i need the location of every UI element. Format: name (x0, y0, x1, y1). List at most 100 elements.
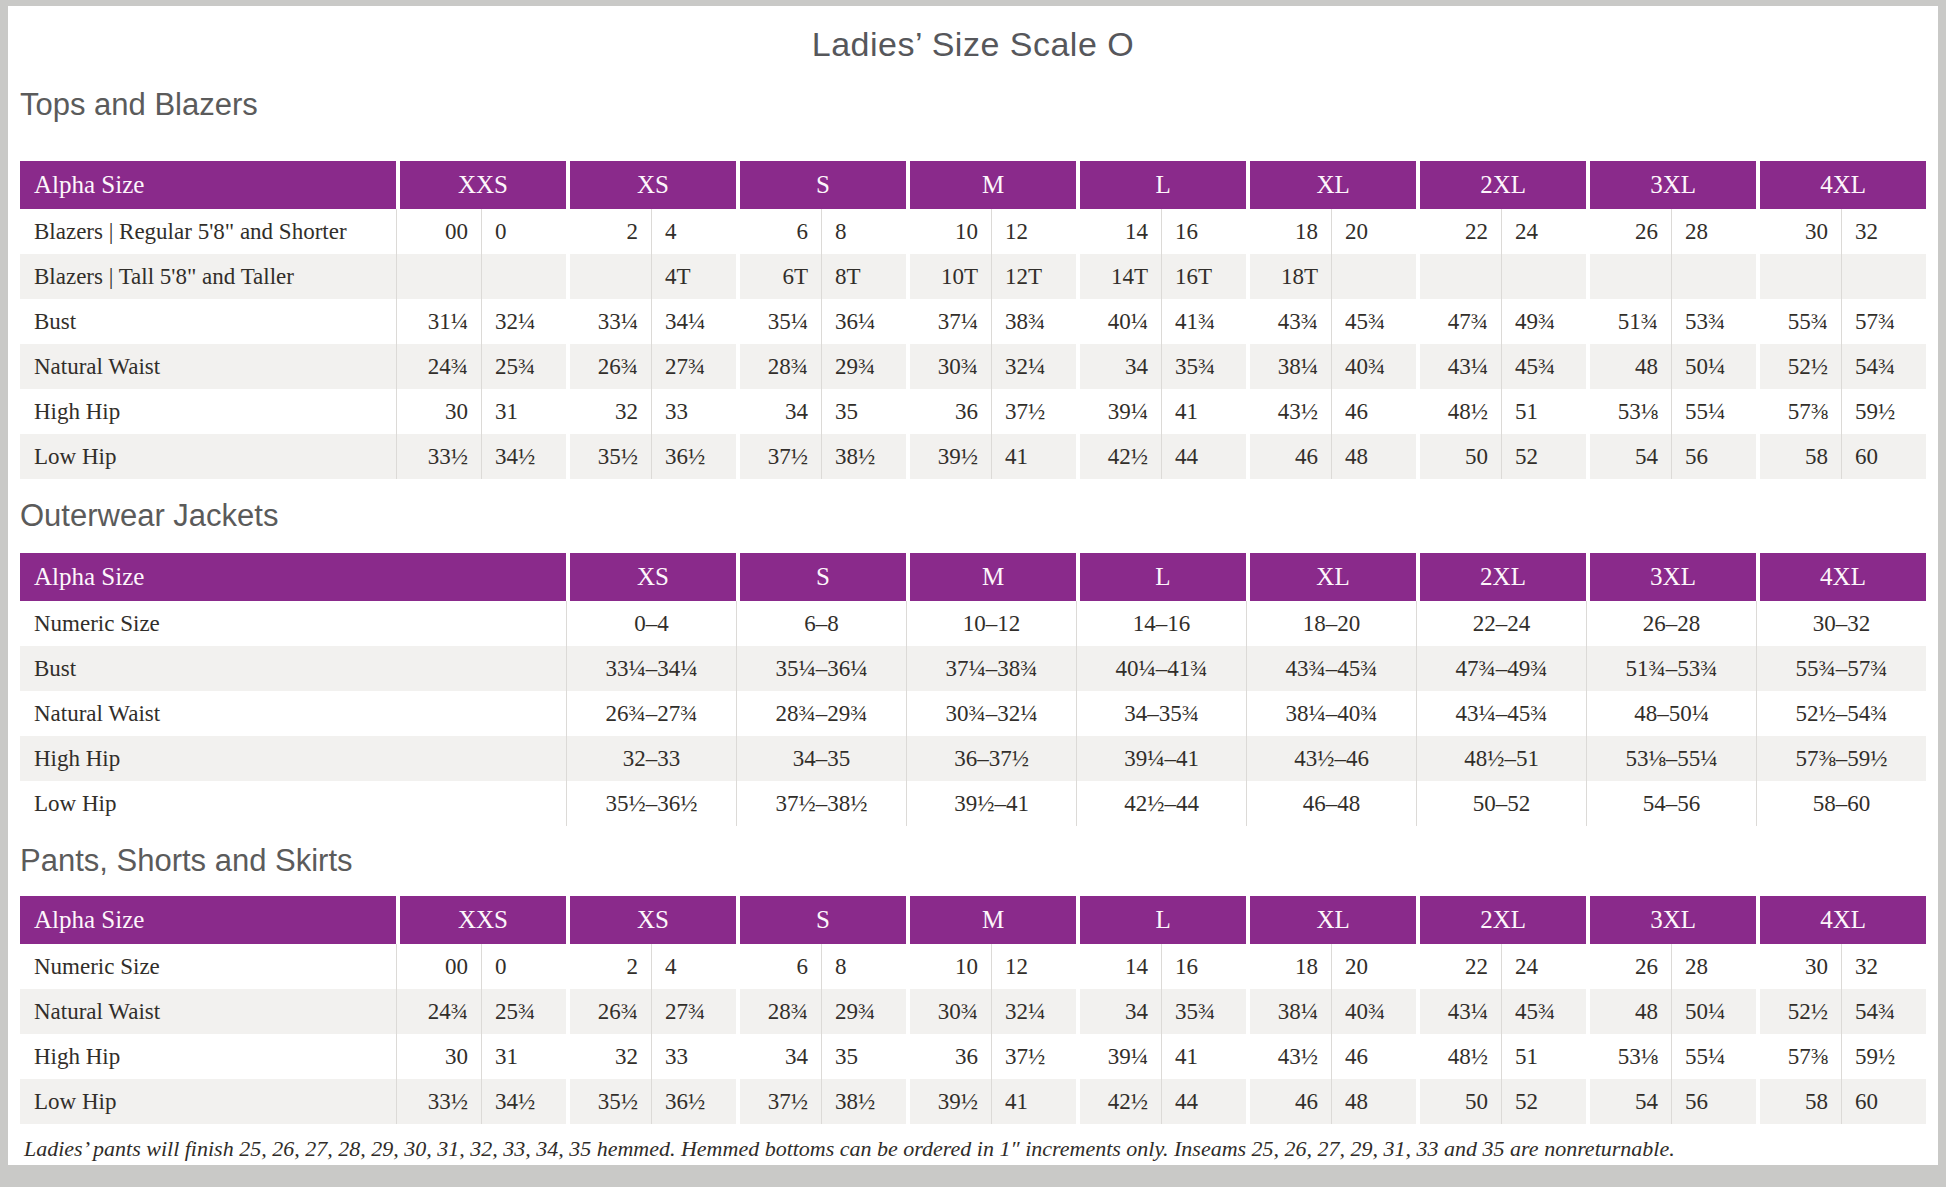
value-cell: 42½–44 (1076, 781, 1246, 826)
value-cell: 52½ (1756, 989, 1841, 1034)
value-cell: 25¾ (481, 344, 566, 389)
value-cell: 24¾ (396, 989, 481, 1034)
value-cell: 51 (1501, 389, 1586, 434)
size-header-cell: 3XL (1586, 161, 1756, 209)
value-cell: 43¾ (1246, 299, 1331, 344)
value-cell: 24¾ (396, 344, 481, 389)
size-header-cell: 3XL (1586, 553, 1756, 601)
value-cell: 35½ (566, 434, 651, 479)
value-cell: 54¾ (1841, 989, 1926, 1034)
value-cell: 55¾ (1756, 299, 1841, 344)
row-label: Low Hip (20, 434, 396, 479)
value-cell: 6 (736, 209, 821, 254)
value-cell: 34 (736, 389, 821, 434)
value-cell: 43¾–45¾ (1246, 646, 1416, 691)
size-header-cell: M (906, 553, 1076, 601)
size-table-tops-and-blazers: Alpha SizeXXSXSSMLXL2XL3XL4XLBlazers | R… (20, 161, 1926, 479)
table-row: Numeric Size0–46–810–1214–1618–2022–2426… (20, 601, 1926, 646)
value-cell: 12 (991, 944, 1076, 989)
value-cell (1671, 254, 1756, 299)
value-cell: 37¼–38¾ (906, 646, 1076, 691)
value-cell: 52 (1501, 1079, 1586, 1124)
value-cell: 22–24 (1416, 601, 1586, 646)
value-cell: 34 (1076, 989, 1161, 1034)
value-cell: 48 (1331, 1079, 1416, 1124)
value-cell: 00 (396, 944, 481, 989)
value-cell: 38¼ (1246, 344, 1331, 389)
header-row: Alpha SizeXSSMLXL2XL3XL4XL (20, 553, 1926, 601)
value-cell: 24 (1501, 944, 1586, 989)
value-cell (1586, 254, 1671, 299)
section-heading-outerwear-jackets: Outerwear Jackets (20, 495, 1938, 537)
section-heading-pants-shorts-skirts: Pants, Shorts and Skirts (20, 840, 1938, 882)
value-cell: 49¾ (1501, 299, 1586, 344)
value-cell: 30¾ (906, 344, 991, 389)
value-cell: 41 (991, 434, 1076, 479)
table-pants-shorts-skirts: Alpha SizeXXSXSSMLXL2XL3XL4XLNumeric Siz… (20, 896, 1926, 1124)
value-cell: 14T (1076, 254, 1161, 299)
size-header-cell: 4XL (1756, 553, 1926, 601)
value-cell (1416, 254, 1501, 299)
document-page: Ladies’ Size Scale O Tops and Blazers Al… (8, 6, 1938, 1165)
value-cell: 54–56 (1586, 781, 1756, 826)
value-cell: 52½ (1756, 344, 1841, 389)
value-cell: 34–35 (736, 736, 906, 781)
size-header-cell: S (736, 553, 906, 601)
row-label: Numeric Size (20, 601, 566, 646)
value-cell: 36 (906, 1034, 991, 1079)
value-cell: 32 (1841, 944, 1926, 989)
row-label: Natural Waist (20, 989, 396, 1034)
size-header-cell: L (1076, 161, 1246, 209)
value-cell: 36½ (651, 1079, 736, 1124)
value-cell: 50 (1416, 1079, 1501, 1124)
value-cell: 27¾ (651, 989, 736, 1034)
size-header-cell: 2XL (1416, 161, 1586, 209)
value-cell: 35 (821, 389, 906, 434)
value-cell: 37½ (736, 434, 821, 479)
value-cell: 24 (1501, 209, 1586, 254)
value-cell: 33½ (396, 434, 481, 479)
value-cell: 8T (821, 254, 906, 299)
value-cell: 51 (1501, 1034, 1586, 1079)
table-row: Bust33¼–34¼35¼–36¼37¼–38¾40¼–41¾43¾–45¾4… (20, 646, 1926, 691)
value-cell: 10 (906, 209, 991, 254)
value-cell: 39½ (906, 434, 991, 479)
value-cell: 28¾ (736, 989, 821, 1034)
value-cell: 44 (1161, 434, 1246, 479)
value-cell: 43½–46 (1246, 736, 1416, 781)
value-cell: 30¾–32¼ (906, 691, 1076, 736)
size-header-cell: XL (1246, 896, 1416, 944)
value-cell: 2 (566, 209, 651, 254)
value-cell: 54¾ (1841, 344, 1926, 389)
value-cell: 50¼ (1671, 344, 1756, 389)
value-cell: 52 (1501, 434, 1586, 479)
table-row: Blazers | Tall 5'8" and Taller4T6T8T10T1… (20, 254, 1926, 299)
size-table-outerwear-jackets: Alpha SizeXSSMLXL2XL3XL4XLNumeric Size0–… (20, 553, 1926, 826)
value-cell: 2 (566, 944, 651, 989)
value-cell: 48 (1586, 344, 1671, 389)
row-label: Low Hip (20, 781, 566, 826)
value-cell: 56 (1671, 434, 1756, 479)
table-row: Low Hip33½34½35½36½37½38½39½4142½4446485… (20, 1079, 1926, 1124)
value-cell: 54 (1586, 1079, 1671, 1124)
value-cell: 4 (651, 944, 736, 989)
value-cell: 34¼ (651, 299, 736, 344)
value-cell: 10 (906, 944, 991, 989)
value-cell: 45¾ (1501, 989, 1586, 1034)
header-row: Alpha SizeXXSXSSMLXL2XL3XL4XL (20, 161, 1926, 209)
size-header-cell: M (906, 161, 1076, 209)
value-cell: 55¼ (1671, 389, 1756, 434)
value-cell: 53¾ (1671, 299, 1756, 344)
value-cell: 56 (1671, 1079, 1756, 1124)
value-cell: 57⅜ (1756, 1034, 1841, 1079)
row-label: High Hip (20, 389, 396, 434)
size-header-cell: 2XL (1416, 553, 1586, 601)
value-cell: 41 (1161, 1034, 1246, 1079)
value-cell: 31 (481, 1034, 566, 1079)
value-cell: 34–35¾ (1076, 691, 1246, 736)
value-cell: 30 (1756, 209, 1841, 254)
value-cell: 22 (1416, 944, 1501, 989)
value-cell: 60 (1841, 434, 1926, 479)
size-header-cell: L (1076, 553, 1246, 601)
value-cell: 43½ (1246, 389, 1331, 434)
